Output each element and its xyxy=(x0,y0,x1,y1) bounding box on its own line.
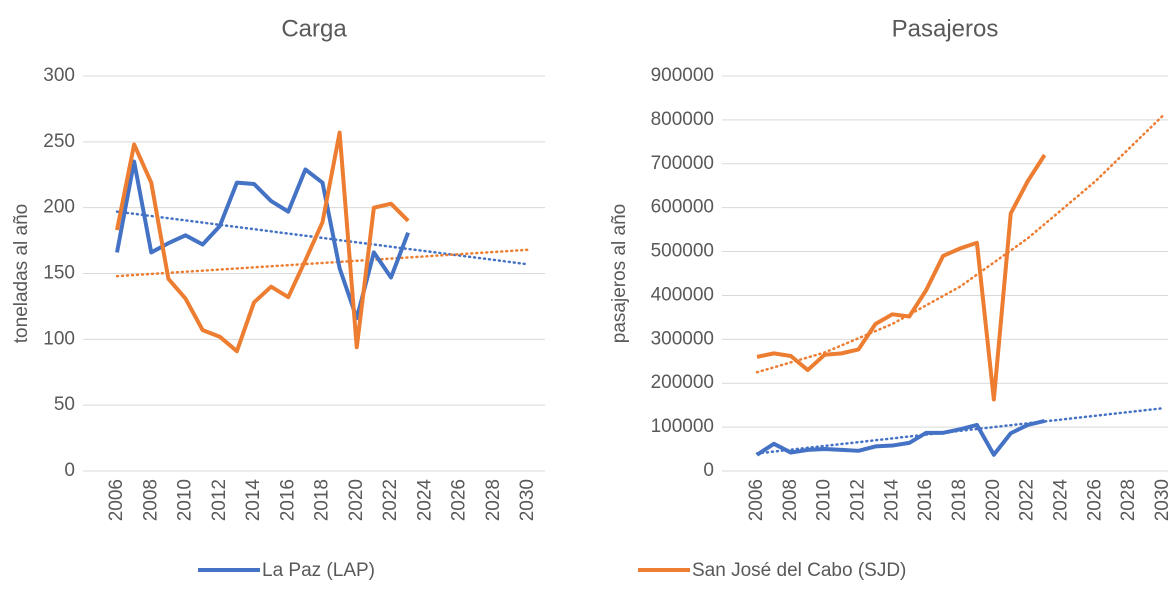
x-tick-label: 2026 xyxy=(449,479,470,521)
x-tick-label: 2018 xyxy=(949,479,970,521)
y-tick-label: 700000 xyxy=(651,153,714,174)
x-tick-label: 2028 xyxy=(1118,479,1139,521)
y-tick-label: 100000 xyxy=(651,416,714,437)
legend-label: San José del Cabo (SJD) xyxy=(692,560,906,581)
x-tick-label: 2012 xyxy=(209,479,230,521)
x-tick-label: 2028 xyxy=(483,479,504,521)
x-tick-label: 2022 xyxy=(1017,479,1038,521)
x-tick-label: 2014 xyxy=(881,479,902,522)
y-axis-label: pasajeros al año xyxy=(609,204,630,343)
x-tick-label: 2006 xyxy=(106,479,127,521)
y-tick-label: 0 xyxy=(703,460,714,481)
y-tick-label: 150 xyxy=(43,263,75,284)
y-tick-label: 400000 xyxy=(651,284,714,305)
x-tick-label: 2026 xyxy=(1084,479,1105,521)
trendline xyxy=(115,210,530,266)
y-tick-label: 500000 xyxy=(651,241,714,262)
trendline xyxy=(755,114,1165,374)
y-tick-label: 250 xyxy=(43,131,75,152)
series-line xyxy=(755,419,1046,457)
y-tick-label: 900000 xyxy=(651,65,714,86)
y-tick-label: 300000 xyxy=(651,328,714,349)
x-tick-label: 2014 xyxy=(243,479,264,522)
series-line xyxy=(115,159,410,321)
x-tick-label: 2024 xyxy=(1051,479,1072,522)
x-tick-label: 2018 xyxy=(312,479,333,521)
y-tick-label: 50 xyxy=(54,394,75,415)
x-tick-label: 2010 xyxy=(814,479,835,521)
y-axis-label: toneladas al año xyxy=(11,204,32,343)
series-line xyxy=(756,153,1047,402)
x-tick-label: 2030 xyxy=(517,479,538,521)
x-tick-label: 2020 xyxy=(983,479,1004,521)
x-tick-label: 2020 xyxy=(346,479,367,521)
y-tick-label: 0 xyxy=(64,460,75,481)
x-tick-label: 2016 xyxy=(277,479,298,521)
x-tick-label: 2008 xyxy=(780,479,801,521)
y-tick-label: 300 xyxy=(43,65,75,86)
trendline xyxy=(115,248,530,278)
chart-title: Carga xyxy=(281,15,347,42)
x-tick-label: 2006 xyxy=(746,479,767,521)
y-tick-label: 200 xyxy=(43,197,75,218)
x-tick-label: 2030 xyxy=(1152,479,1172,521)
y-tick-label: 100 xyxy=(43,328,75,349)
x-tick-label: 2024 xyxy=(414,479,435,522)
chart-title: Pasajeros xyxy=(892,15,999,42)
y-tick-label: 200000 xyxy=(651,372,714,393)
y-tick-label: 800000 xyxy=(651,109,714,130)
x-tick-label: 2022 xyxy=(380,479,401,521)
y-tick-label: 600000 xyxy=(651,197,714,218)
x-tick-label: 2008 xyxy=(140,479,161,521)
x-tick-label: 2010 xyxy=(175,479,196,521)
legend-label: La Paz (LAP) xyxy=(262,560,375,581)
series-line xyxy=(115,130,410,354)
x-tick-label: 2016 xyxy=(915,479,936,521)
x-tick-label: 2012 xyxy=(848,479,869,521)
